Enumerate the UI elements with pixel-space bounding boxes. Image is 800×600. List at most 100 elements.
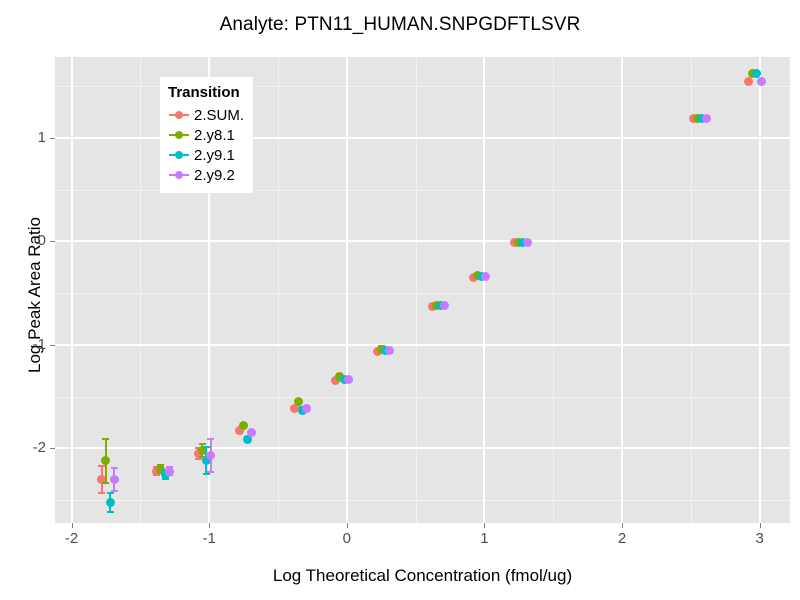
gridline-minor-horizontal [55,500,790,502]
legend: Transition 2.SUM. 2.y8.1 2.y9.1 2.y9.2 [160,77,254,193]
data-point [756,77,766,87]
x-axis-tick [484,523,486,528]
legend-item-2-y8-1[interactable]: 2.y8.1 [168,125,244,145]
x-axis-tick [622,523,624,528]
error-bar-cap [98,465,106,467]
data-point [239,421,249,431]
gridline-major-vertical [758,57,761,523]
legend-item-label: 2.y9.2 [194,166,235,184]
data-point [201,456,211,466]
legend-key-icon [168,106,190,124]
y-axis-tick [50,344,55,346]
gridline-major-vertical [621,57,624,523]
error-bar-cap [102,481,110,484]
data-point [101,456,111,466]
legend-item-label: 2.SUM. [194,106,245,124]
data-point [234,426,244,436]
gridline-minor-horizontal [55,396,790,398]
legend-key-icon [168,126,190,144]
data-point [156,464,166,474]
gridline-major-horizontal [55,343,790,346]
gridline-minor-horizontal [55,85,790,87]
gridline-major-horizontal [55,136,790,139]
data-point [97,475,107,484]
error-bar-cap [98,492,106,494]
y-axis-tick [50,241,55,243]
data-point [343,374,353,384]
y-axis-tick-label: 0 [37,232,46,250]
data-point [164,466,174,476]
error-bar-cap [207,438,215,441]
data-point [384,345,394,355]
gridline-minor-vertical [140,57,142,523]
x-axis-tick [209,523,211,528]
error-bar-cap [102,438,110,441]
legend-item-label: 2.y8.1 [194,126,235,144]
data-point [105,497,115,507]
error-bar-cap [106,491,114,494]
data-point [294,397,304,407]
x-axis-tick-label: 0 [342,530,351,547]
x-axis-title: Log Theoretical Concentration (fmol/ug) [272,566,573,585]
data-point [481,272,491,282]
data-point [243,434,253,444]
x-axis-tick [71,523,73,528]
error-bar-cap [202,473,210,476]
gridline-major-vertical [345,57,348,523]
data-point [197,446,207,455]
x-axis-tick [759,523,761,528]
gridline-major-horizontal [55,240,790,243]
y-axis-tick-label: -2 [32,439,46,457]
data-point [247,428,257,438]
error-bar-cap [202,446,210,449]
error-bar-cap [110,467,118,470]
page-title: Analyte: PTN11_HUMAN.SNPGDFTLSVR [219,14,581,35]
gridline-minor-vertical [277,57,279,523]
data-point [522,237,532,247]
data-point [701,113,711,123]
y-axis-tick [50,137,55,139]
gridline-minor-vertical [553,57,555,523]
y-axis-title: Log Peak Area Ratio [25,217,44,373]
x-axis-tick-label: -2 [64,530,79,547]
legend-key-icon [168,146,190,164]
data-point [302,403,312,413]
gridline-minor-vertical [415,57,417,523]
x-axis-tick-label: 3 [755,530,764,547]
error-bar-cap [207,471,215,474]
y-axis-tick [50,448,55,450]
legend-title: Transition [168,84,240,101]
gridline-major-vertical [70,57,73,523]
data-point [752,69,762,79]
x-axis-tick-label: 1 [480,530,489,547]
data-point [744,77,754,87]
legend-item-label: 2.y9.1 [194,146,235,164]
y-axis-tick-label: -1 [32,335,46,353]
x-axis-tick-label: -1 [202,530,216,547]
gridline-major-vertical [208,57,211,523]
data-point [440,301,450,311]
error-bar-cap [198,443,206,446]
legend-item-2-y9-2[interactable]: 2.y9.2 [168,165,244,185]
x-axis-tick-label: 2 [617,530,627,547]
gridline-minor-horizontal [55,293,790,295]
data-point [206,451,216,461]
plot-panel: Transition 2.SUM. 2.y8.1 2.y9.1 2.y9.2 [55,57,790,523]
gridline-minor-vertical [690,57,692,523]
error-bar-cap [110,489,118,492]
legend-item-2-y9-1[interactable]: 2.y9.1 [168,145,244,165]
data-point [193,449,203,459]
x-axis-tick [346,523,348,528]
legend-key-icon [168,166,190,184]
error-bar-cap [194,457,202,460]
legend-items: 2.SUM. 2.y8.1 2.y9.1 2.y9.2 [168,105,244,185]
legend-item-2-sum-[interactable]: 2.SUM. [168,105,244,125]
y-axis-tick-label: 1 [37,128,46,146]
data-point [109,475,119,484]
error-bar-cap [106,510,114,513]
gridline-major-vertical [483,57,486,523]
gridline-minor-horizontal [55,189,790,191]
data-point [289,403,299,413]
gridline-major-horizontal [55,447,790,450]
